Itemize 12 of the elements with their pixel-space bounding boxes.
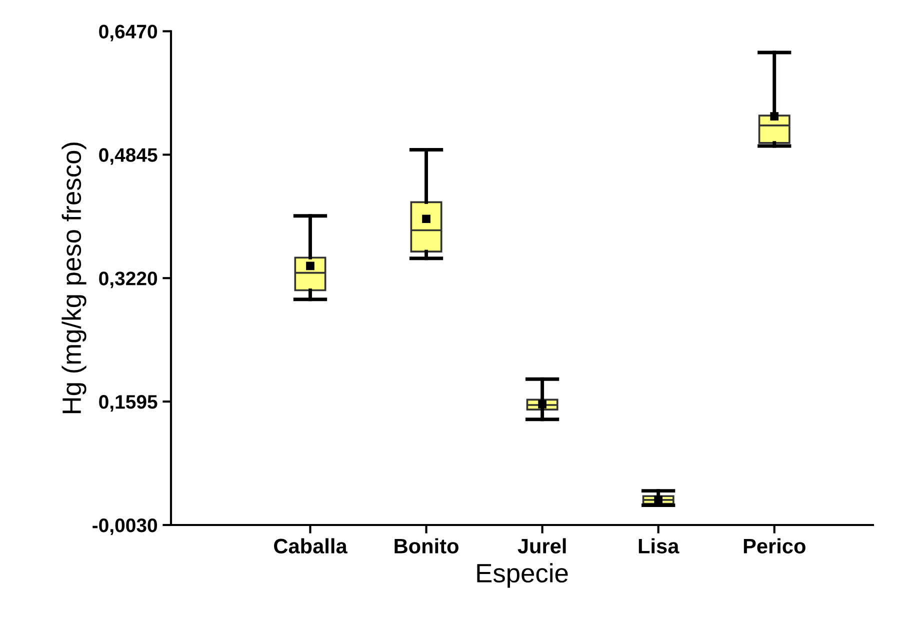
y-tick-label: 0,4845	[99, 148, 158, 165]
x-axis-title: Especie	[477, 563, 568, 588]
y-tick-label: -0,0030	[92, 518, 158, 536]
x-tick-label: Lisa	[638, 538, 680, 554]
x-tick-label: Bonito	[394, 538, 458, 554]
x-tick-label: Jurel	[518, 538, 566, 554]
x-tick-label: Perico	[744, 538, 806, 554]
y-tick-label: 0,6470	[99, 24, 158, 42]
x-tick-label: Caballa	[274, 538, 348, 554]
y-tick-label: 0,3220	[99, 272, 158, 288]
y-axis-title: Hg (mg/kg peso fresco)	[62, 142, 86, 414]
y-tick-label: 0,1595	[99, 395, 158, 412]
